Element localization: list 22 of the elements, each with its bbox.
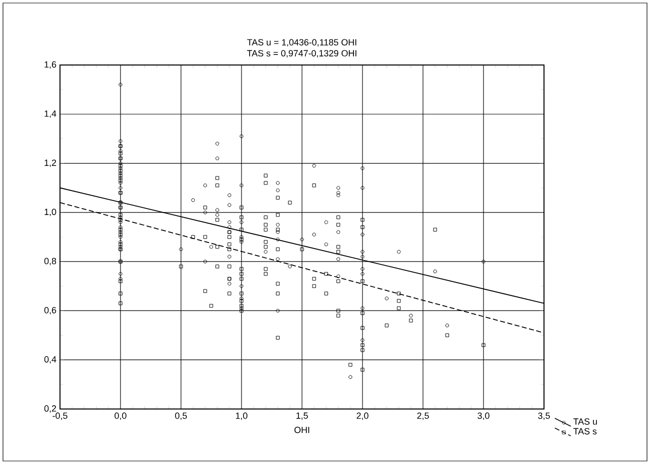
y-tick-label: 1,4: [44, 110, 56, 118]
y-tick-label: 0,6: [44, 307, 56, 314]
y-tick-label: 0,2: [44, 405, 56, 413]
legend-label: TAS s: [573, 428, 597, 434]
y-tick-label: 1,0: [44, 208, 56, 216]
y-tick-label: 1,6: [44, 61, 56, 69]
x-tick-label: 3,0: [478, 412, 490, 420]
x-tick-label: 0,0: [114, 412, 126, 420]
x-tick-label: 1,5: [296, 412, 308, 420]
x-tick-label: -0,5: [52, 412, 68, 420]
legend-label: TAS u: [573, 418, 597, 425]
y-tick-label: 0,8: [44, 258, 56, 266]
x-tick-label: 1,0: [236, 412, 248, 420]
x-tick-label: 0,5: [175, 412, 187, 420]
x-tick-label: 3,5: [538, 412, 550, 420]
chart-subtitle: TAS s = 0,9747-0,1329 OHI: [247, 50, 356, 58]
x-axis-title: OHI: [294, 426, 310, 434]
y-tick-label: 1,2: [44, 160, 56, 167]
chart-title: TAS u = 1,0436-0,1185 OHI: [247, 39, 356, 47]
x-tick-label: 2,0: [356, 412, 368, 420]
y-tick-label: 0,4: [44, 356, 56, 364]
x-tick-label: 2,5: [417, 412, 429, 420]
